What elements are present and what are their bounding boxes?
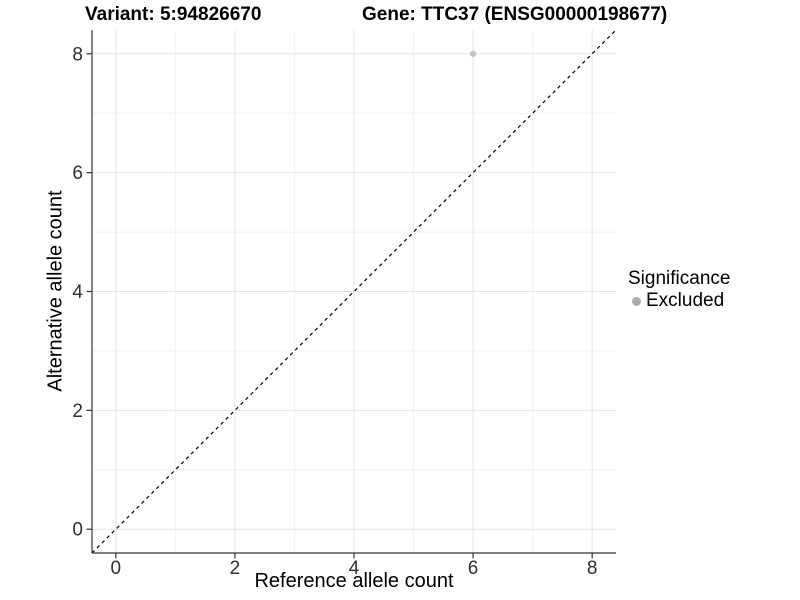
x-axis-title: Reference allele count <box>254 570 454 592</box>
y-tick-label: 8 <box>72 44 83 65</box>
identity-dashed-line <box>91 29 617 554</box>
x-tick-label: 2 <box>230 558 241 579</box>
y-tick-label: 4 <box>72 282 83 303</box>
x-tick-label: 4 <box>349 558 360 579</box>
y-tick-label: 0 <box>72 520 83 541</box>
y-axis-title: Alternative allele count <box>44 190 67 392</box>
x-tick-label: 0 <box>111 558 122 579</box>
plot-title-variant: Variant: 5:94826670 <box>85 4 262 25</box>
legend: Significance Excluded <box>628 268 730 312</box>
legend-item-label: Excluded <box>646 290 725 311</box>
plot-title-gene: Gene: TTC37 (ENSG00000198677) <box>362 4 668 25</box>
x-tick-label: 8 <box>587 558 598 579</box>
legend-title: Significance <box>628 268 731 289</box>
x-tick-label: 6 <box>468 558 479 579</box>
legend-point-icon <box>632 296 641 306</box>
y-tick-label: 2 <box>72 401 83 422</box>
data-point <box>469 50 477 57</box>
legend-item-excluded: Excluded <box>628 290 730 312</box>
y-tick-label: 6 <box>72 163 83 184</box>
